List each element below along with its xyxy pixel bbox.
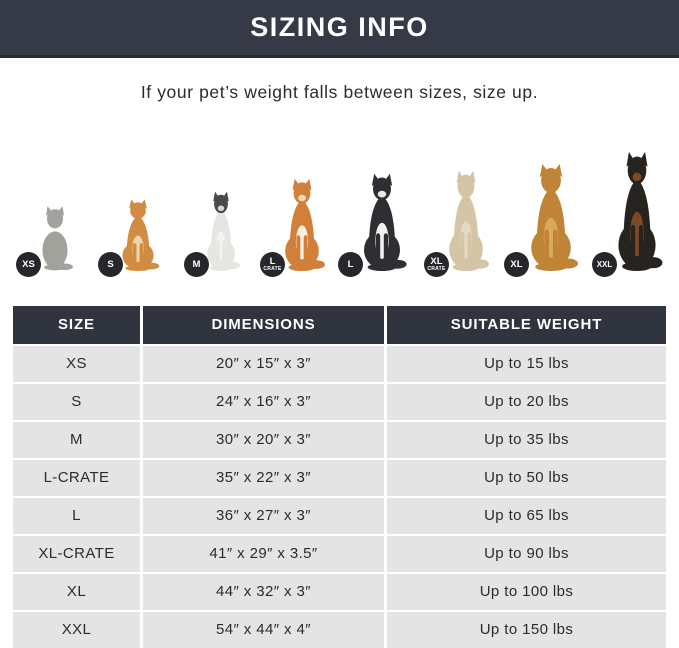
sizing-table: SIZE DIMENSIONS SUITABLE WEIGHT XS 20″ x… — [13, 305, 666, 648]
cell-dimensions: 41″ x 29″ x 3.5″ — [143, 535, 384, 572]
cell-size: L — [13, 497, 140, 534]
pet-french-bulldog-figure: M — [184, 191, 244, 277]
cell-weight: Up to 50 lbs — [387, 459, 666, 496]
cell-dimensions: 35″ x 22″ x 3″ — [143, 459, 384, 496]
border-collie-illustration — [364, 173, 407, 271]
badge-label: L — [269, 255, 276, 267]
cell-weight: Up to 100 lbs — [387, 573, 666, 610]
pet-border-collie-figure: L — [338, 173, 412, 277]
badge-label: XL — [510, 258, 523, 270]
labrador-illustration — [449, 170, 489, 271]
cell-size: XL — [13, 573, 140, 610]
sizing-note: If your pet’s weight falls between sizes… — [140, 82, 539, 102]
cell-size: M — [13, 421, 140, 458]
cell-dimensions: 20″ x 15″ x 3″ — [143, 345, 384, 382]
size-badge-m: M — [184, 251, 209, 277]
badge-label: XS — [22, 258, 35, 270]
cell-size: XS — [13, 345, 140, 382]
size-badge-s: S — [98, 251, 123, 277]
cell-size: L-CRATE — [13, 459, 140, 496]
size-badge-xxl: XXL — [592, 251, 617, 277]
size-badge-xl-crate: XL CRATE — [424, 251, 449, 277]
size-badge-l-crate: L CRATE — [260, 251, 285, 277]
title-banner: SIZING INFO — [0, 0, 679, 58]
badge-sub-label: CRATE — [263, 265, 282, 272]
pet-cat-figure: XS — [16, 205, 80, 277]
pet-doberman-figure: XXL — [592, 151, 668, 277]
cell-dimensions: 36″ x 27″ x 3″ — [143, 497, 384, 534]
column-header-suitable-weight: SUITABLE WEIGHT — [387, 305, 666, 344]
cell-size: XL-CRATE — [13, 535, 140, 572]
size-badge-xs: XS — [16, 251, 41, 277]
pet-shiba-inu-figure: L CRATE — [260, 178, 330, 277]
size-badge-l: L — [338, 251, 363, 277]
size-badge-xl: XL — [504, 251, 529, 277]
badge-sub-label: CRATE — [427, 265, 446, 272]
pet-size-lineup: XS S M L CRATE L XL — [0, 121, 679, 277]
cell-weight: Up to 15 lbs — [387, 345, 666, 382]
cell-dimensions: 30″ x 20″ x 3″ — [143, 421, 384, 458]
cell-weight: Up to 150 lbs — [387, 611, 666, 648]
badge-label: M — [192, 258, 201, 270]
badge-label: L — [347, 258, 354, 270]
cell-weight: Up to 65 lbs — [387, 497, 666, 534]
cell-weight: Up to 35 lbs — [387, 421, 666, 458]
cell-weight: Up to 90 lbs — [387, 535, 666, 572]
badge-label: XL — [430, 255, 443, 267]
cell-weight: Up to 20 lbs — [387, 383, 666, 420]
cell-dimensions: 44″ x 32″ x 3″ — [143, 573, 384, 610]
cell-dimensions: 54″ x 44″ x 4″ — [143, 611, 384, 648]
badge-label: XXL — [596, 259, 613, 269]
page-title: SIZING INFO — [250, 12, 429, 42]
pet-pomeranian-figure: S — [98, 199, 164, 277]
badge-label: S — [107, 258, 114, 270]
cell-dimensions: 24″ x 16″ x 3″ — [143, 383, 384, 420]
cell-size: XXL — [13, 611, 140, 648]
column-header-size: SIZE — [13, 305, 140, 344]
column-header-dimensions: DIMENSIONS — [143, 305, 384, 344]
golden-retriever-illustration — [531, 163, 579, 271]
doberman-illustration — [618, 151, 663, 271]
pet-labrador-figure: XL CRATE — [424, 170, 494, 277]
pet-golden-retriever-figure: XL — [504, 163, 584, 277]
cell-size: S — [13, 383, 140, 420]
